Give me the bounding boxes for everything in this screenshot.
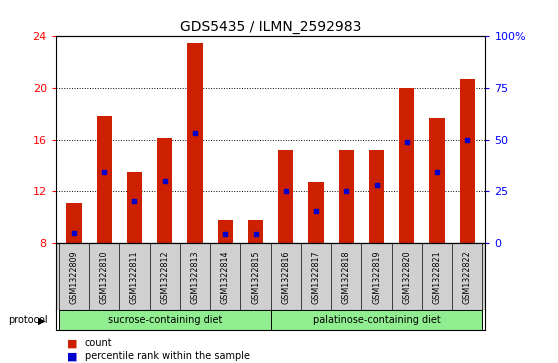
Text: sucrose-containing diet: sucrose-containing diet <box>108 315 222 325</box>
Bar <box>218 220 233 243</box>
Text: GSM1322817: GSM1322817 <box>311 250 320 303</box>
Text: percentile rank within the sample: percentile rank within the sample <box>85 351 250 362</box>
Text: ▶: ▶ <box>38 315 46 325</box>
Bar <box>369 150 384 243</box>
Text: ■: ■ <box>67 351 78 362</box>
Text: GSM1322816: GSM1322816 <box>281 250 290 303</box>
Bar <box>278 150 294 243</box>
Text: GSM1322813: GSM1322813 <box>190 250 200 303</box>
Bar <box>309 183 324 243</box>
Text: count: count <box>85 338 113 348</box>
Bar <box>271 310 483 330</box>
Title: GDS5435 / ILMN_2592983: GDS5435 / ILMN_2592983 <box>180 20 362 34</box>
Text: palatinose-containing diet: palatinose-containing diet <box>312 315 440 325</box>
Bar <box>59 310 271 330</box>
Text: GSM1322815: GSM1322815 <box>251 250 260 303</box>
Text: GSM1322822: GSM1322822 <box>463 250 472 304</box>
Text: GSM1322812: GSM1322812 <box>160 250 169 303</box>
Text: GSM1322821: GSM1322821 <box>432 250 441 303</box>
Text: GSM1322819: GSM1322819 <box>372 250 381 303</box>
Bar <box>399 88 415 243</box>
Text: GSM1322814: GSM1322814 <box>221 250 230 303</box>
Bar <box>460 79 475 243</box>
Bar <box>187 43 203 243</box>
Bar <box>430 118 445 243</box>
Bar <box>339 150 354 243</box>
Text: GSM1322818: GSM1322818 <box>341 250 351 303</box>
Bar <box>66 203 81 243</box>
Bar <box>97 117 112 243</box>
Bar <box>157 138 172 243</box>
Text: GSM1322810: GSM1322810 <box>100 250 109 303</box>
Text: GSM1322820: GSM1322820 <box>402 250 411 303</box>
Text: GSM1322811: GSM1322811 <box>130 250 139 303</box>
Text: protocol: protocol <box>8 315 48 325</box>
Bar <box>248 220 263 243</box>
Bar <box>127 172 142 243</box>
Text: GSM1322809: GSM1322809 <box>69 250 79 303</box>
Text: ■: ■ <box>67 338 78 348</box>
